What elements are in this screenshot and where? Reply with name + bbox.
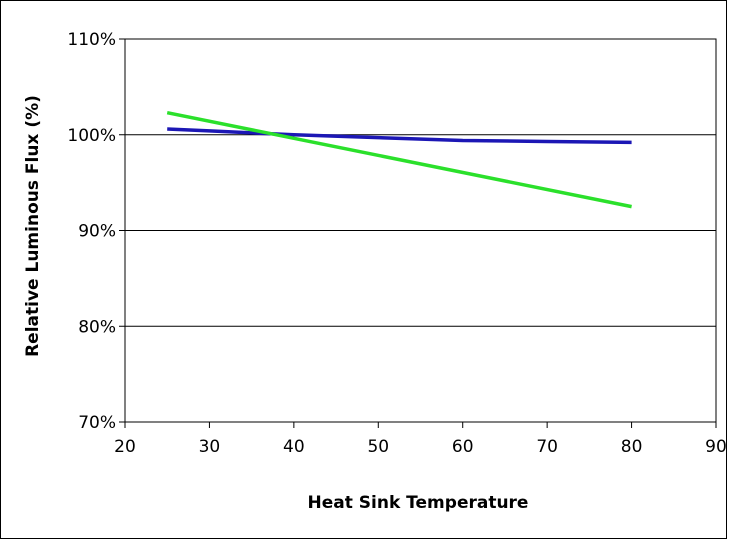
x-tick-label-30: 30: [199, 437, 221, 457]
y-tick-label-110: 110%: [67, 30, 116, 50]
x-tick-label-50: 50: [367, 437, 389, 457]
y-axis-title: Relative Luminous Flux (%): [23, 95, 43, 357]
x-tick-label-60: 60: [452, 437, 474, 457]
x-tick-label-80: 80: [621, 437, 643, 457]
x-axis-title: Heat Sink Temperature: [308, 493, 529, 513]
x-tick-label-90: 90: [705, 437, 727, 457]
series-line-1: [167, 127, 632, 145]
x-axis-ticks: 20 30 40 50 60 70 80 90: [114, 422, 727, 457]
gridlines: [125, 134, 716, 327]
x-tick-label-40: 40: [283, 437, 305, 457]
y-tick-label-100: 100%: [67, 126, 116, 146]
x-tick-label-70: 70: [536, 437, 558, 457]
series-line-2: [166, 110, 632, 209]
y-tick-label-80: 80%: [78, 317, 116, 337]
y-axis-ticks: 70% 80% 90% 100% 110%: [67, 30, 125, 433]
series-layer: [166, 110, 632, 209]
y-tick-label-90: 90%: [78, 222, 116, 242]
y-tick-label-70: 70%: [78, 413, 116, 433]
x-tick-label-20: 20: [114, 437, 136, 457]
